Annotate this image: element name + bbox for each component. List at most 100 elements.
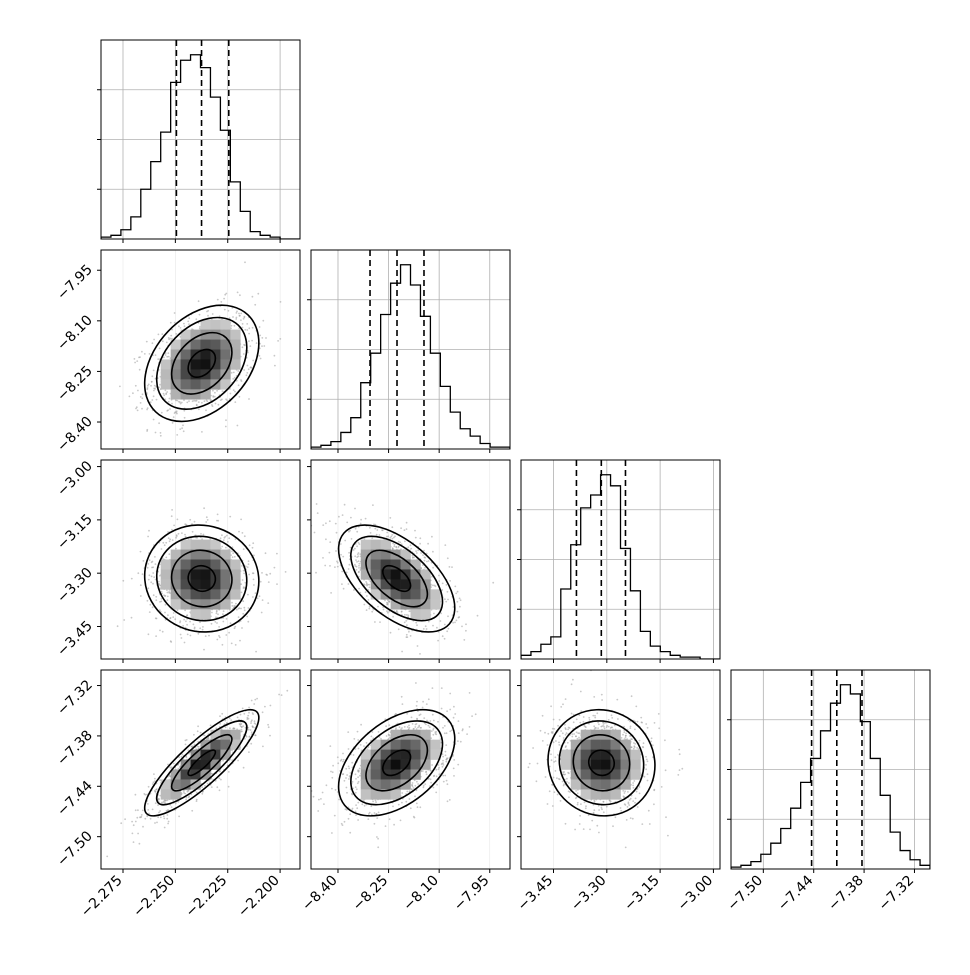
scatter-point [198,746,200,748]
scatter-point [184,417,186,419]
scatter-point [195,400,197,402]
scatter-point [139,356,141,358]
scatter-point [214,396,216,398]
scatter-point [222,390,224,392]
scatter-point [252,327,254,329]
scatter-point [153,773,155,775]
scatter-point [169,408,171,410]
scatter-point [178,768,180,770]
density-cell [201,579,211,589]
scatter-point [453,717,455,719]
scatter-point [369,606,371,608]
scatter-point [242,600,244,602]
scatter-point [151,375,153,377]
scatter-point [449,580,451,582]
scatter-point [123,619,125,621]
scatter-point [150,581,152,583]
scatter-point [135,385,137,387]
scatter-point [477,615,479,617]
density-cell [371,589,381,599]
scatter-point [420,552,422,554]
scatter-point [142,826,144,828]
scatter-point [344,821,346,823]
scatter-point [171,766,173,768]
panel-clip-group [95,250,281,483]
scatter-point [164,612,166,614]
scatter-point [242,579,244,581]
scatter-point [433,728,435,730]
density-cell [371,540,381,550]
scatter-point [136,360,138,362]
scatter-point [239,607,241,609]
scatter-point [194,521,196,523]
scatter-point [216,622,218,624]
scatter-point [401,611,403,613]
scatter-point [344,504,346,506]
scatter-point [174,618,176,620]
scatter-point [184,793,186,795]
scatter-point [248,736,250,738]
scatter-point [153,370,155,372]
scatter-point [163,393,165,395]
scatter-point [144,818,146,820]
scatter-point [142,573,144,575]
scatter-point [168,821,170,823]
scatter-point [124,818,126,820]
scatter-point [141,351,143,353]
scatter-point [261,612,263,614]
scatter-point [155,635,157,637]
scatter-point [206,399,208,401]
scatter-point [223,298,225,300]
scatter-point [149,611,151,613]
scatter-point [356,561,358,563]
scatter-point [269,573,271,575]
scatter-point [141,814,143,816]
scatter-point [408,610,410,612]
scatter-point [154,385,156,387]
scatter-point [148,384,150,386]
y-tick-label: −8.25 [54,363,96,405]
scatter-point [173,416,175,418]
density-cell [191,359,201,369]
scatter-point [210,399,212,401]
scatter-point [461,626,463,628]
scatter-point [454,622,456,624]
scatter-point [360,519,362,521]
scatter-point [164,544,166,546]
scatter-point [358,542,360,544]
scatter-point [252,596,254,598]
scatter-point [255,592,257,594]
scatter-point [187,790,189,792]
scatter-point [325,522,327,524]
scatter-point [255,651,257,653]
scatter-point [150,401,152,403]
scatter-point [196,405,198,407]
scatter-point [247,717,249,719]
y-tick-label: −3.30 [54,565,96,607]
scatter-point [248,333,250,335]
scatter-point [174,322,176,324]
y-tick-label: −8.40 [54,414,96,456]
scatter-point [205,635,207,637]
scatter-point [406,624,408,626]
scatter-point [159,348,161,350]
scatter-point [181,756,183,758]
density-cell [411,560,421,570]
scatter-point [438,575,440,577]
histogram-panel-0 [97,40,300,243]
scatter-point [204,400,206,402]
scatter-point [338,516,340,518]
scatter-point [219,636,221,638]
scatter-point [449,799,451,801]
scatter-point [131,617,133,619]
scatter-point [355,778,357,780]
x-tick-label: −2.250 [130,873,178,921]
scatter-point [417,645,419,647]
scatter-point [141,397,143,399]
scatter-point [249,544,251,546]
scatter-point [230,393,232,395]
scatter-point [242,613,244,615]
scatter-point [148,633,150,635]
density-cell [201,340,211,350]
scatter-point [157,358,159,360]
